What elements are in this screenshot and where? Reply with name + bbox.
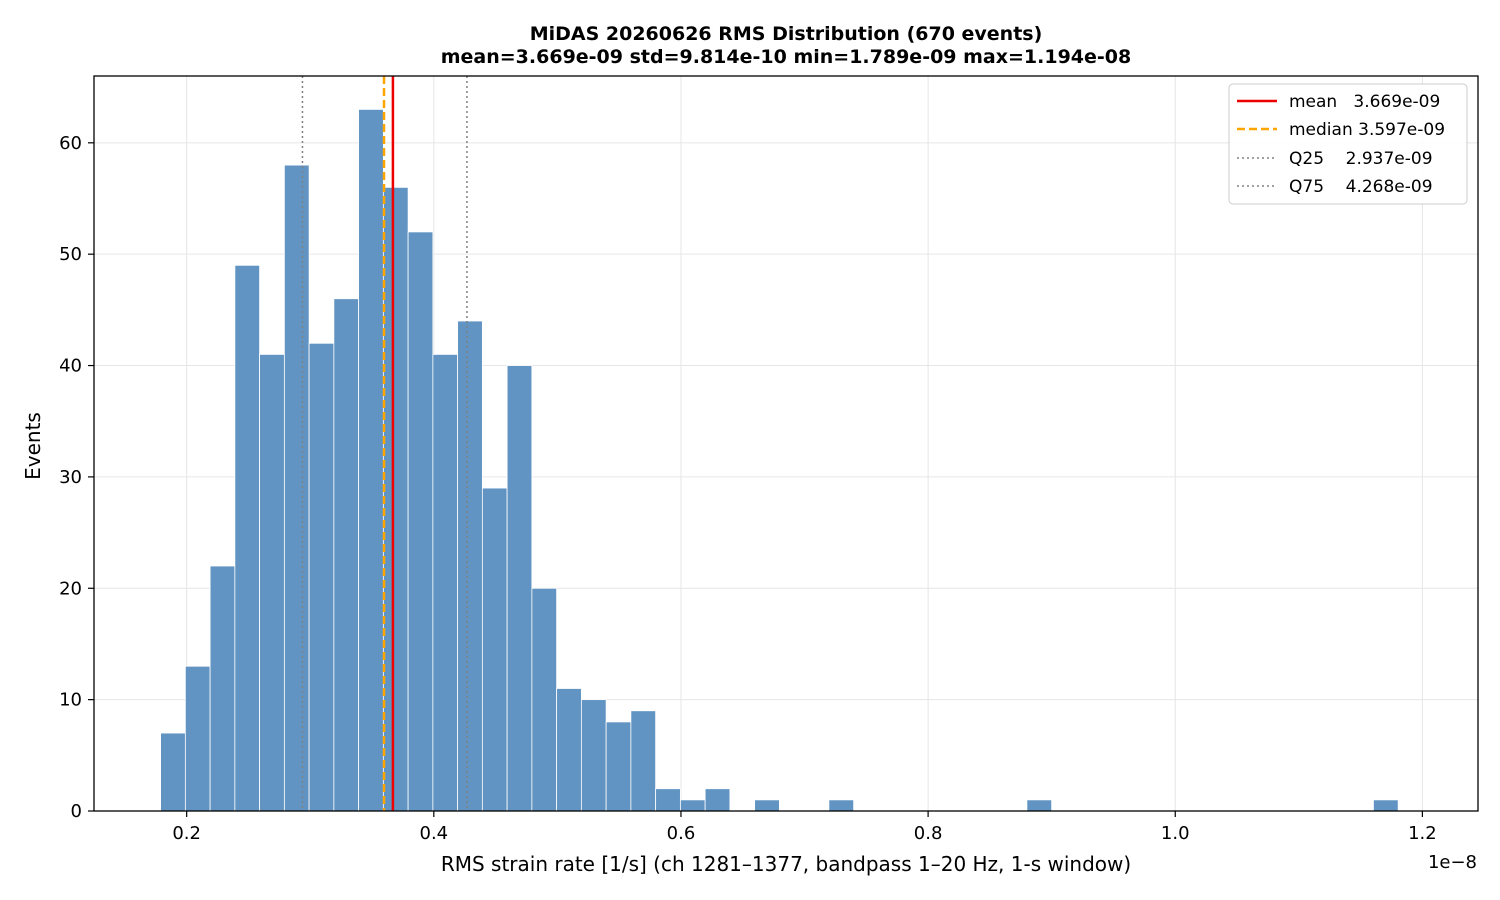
histogram-bar bbox=[184, 665, 211, 812]
histogram-bar bbox=[382, 186, 409, 812]
histogram-bar bbox=[556, 688, 582, 812]
histogram-bar bbox=[704, 788, 731, 812]
reference-lines-layer bbox=[301, 76, 468, 811]
histogram-bar bbox=[283, 164, 310, 812]
y-tick-label: 50 bbox=[59, 244, 82, 265]
legend-q75-label: Q75 4.268e-09 bbox=[1289, 177, 1433, 197]
histogram-bar bbox=[655, 788, 681, 812]
x-offset-label: 1e−8 bbox=[1428, 852, 1477, 873]
legend: mean 3.669e-09 median 3.597e-09 Q25 2.93… bbox=[1228, 83, 1468, 205]
histogram-bar bbox=[1026, 799, 1053, 812]
histogram-bar bbox=[506, 365, 533, 812]
histogram-bar bbox=[1373, 799, 1399, 812]
x-tick-label: 1.2 bbox=[1408, 823, 1437, 844]
histogram-bar bbox=[259, 354, 285, 812]
histogram-bar bbox=[754, 799, 780, 812]
histogram-bar bbox=[605, 721, 632, 812]
y-ticks-layer: 0 10 20 30 40 50 60 bbox=[59, 133, 94, 822]
y-tick-label: 40 bbox=[59, 356, 82, 377]
x-tick-label: 0.2 bbox=[172, 823, 201, 844]
x-axis-label: RMS strain rate [1/s] (ch 1281–1377, ban… bbox=[441, 852, 1131, 876]
histogram-bar bbox=[531, 587, 558, 812]
histogram-bar bbox=[333, 298, 360, 812]
legend-mean-label: mean 3.669e-09 bbox=[1289, 92, 1440, 112]
legend-q25-label: Q25 2.937e-09 bbox=[1289, 149, 1433, 169]
histogram-bar bbox=[457, 320, 483, 812]
histogram-bar bbox=[160, 732, 186, 812]
histogram-bar bbox=[308, 342, 335, 812]
x-tick-label: 0.8 bbox=[914, 823, 943, 844]
histogram-bar bbox=[828, 799, 855, 812]
histogram-bar bbox=[630, 710, 657, 812]
x-tick-label: 0.4 bbox=[420, 823, 449, 844]
chart-title: MiDAS 20260626 RMS Distribution (670 eve… bbox=[530, 23, 1043, 45]
histogram-bar bbox=[679, 799, 706, 812]
histogram-bar bbox=[481, 487, 508, 812]
y-tick-label: 0 bbox=[71, 801, 82, 822]
histogram-bar bbox=[209, 565, 236, 812]
histogram-bar bbox=[407, 231, 434, 812]
x-ticks-layer: 0.2 0.4 0.6 0.8 1.0 1.2 bbox=[172, 811, 1437, 844]
y-tick-label: 10 bbox=[59, 690, 82, 711]
histogram-bar bbox=[234, 264, 261, 812]
chart-subtitle: mean=3.669e-09 std=9.814e-10 min=1.789e-… bbox=[441, 46, 1132, 68]
bars-layer bbox=[160, 109, 1399, 812]
plot-frame bbox=[93, 75, 1479, 812]
y-tick-label: 60 bbox=[59, 133, 82, 154]
legend-frame bbox=[1228, 83, 1468, 205]
histogram-bar bbox=[432, 354, 459, 812]
y-tick-label: 20 bbox=[59, 578, 82, 599]
y-tick-label: 30 bbox=[59, 467, 82, 488]
x-tick-label: 0.6 bbox=[667, 823, 696, 844]
x-tick-label: 1.0 bbox=[1161, 823, 1190, 844]
histogram-bar bbox=[358, 109, 384, 812]
y-axis-label: Events bbox=[21, 412, 45, 480]
legend-median-label: median 3.597e-09 bbox=[1289, 120, 1445, 140]
histogram-bar bbox=[580, 699, 607, 812]
